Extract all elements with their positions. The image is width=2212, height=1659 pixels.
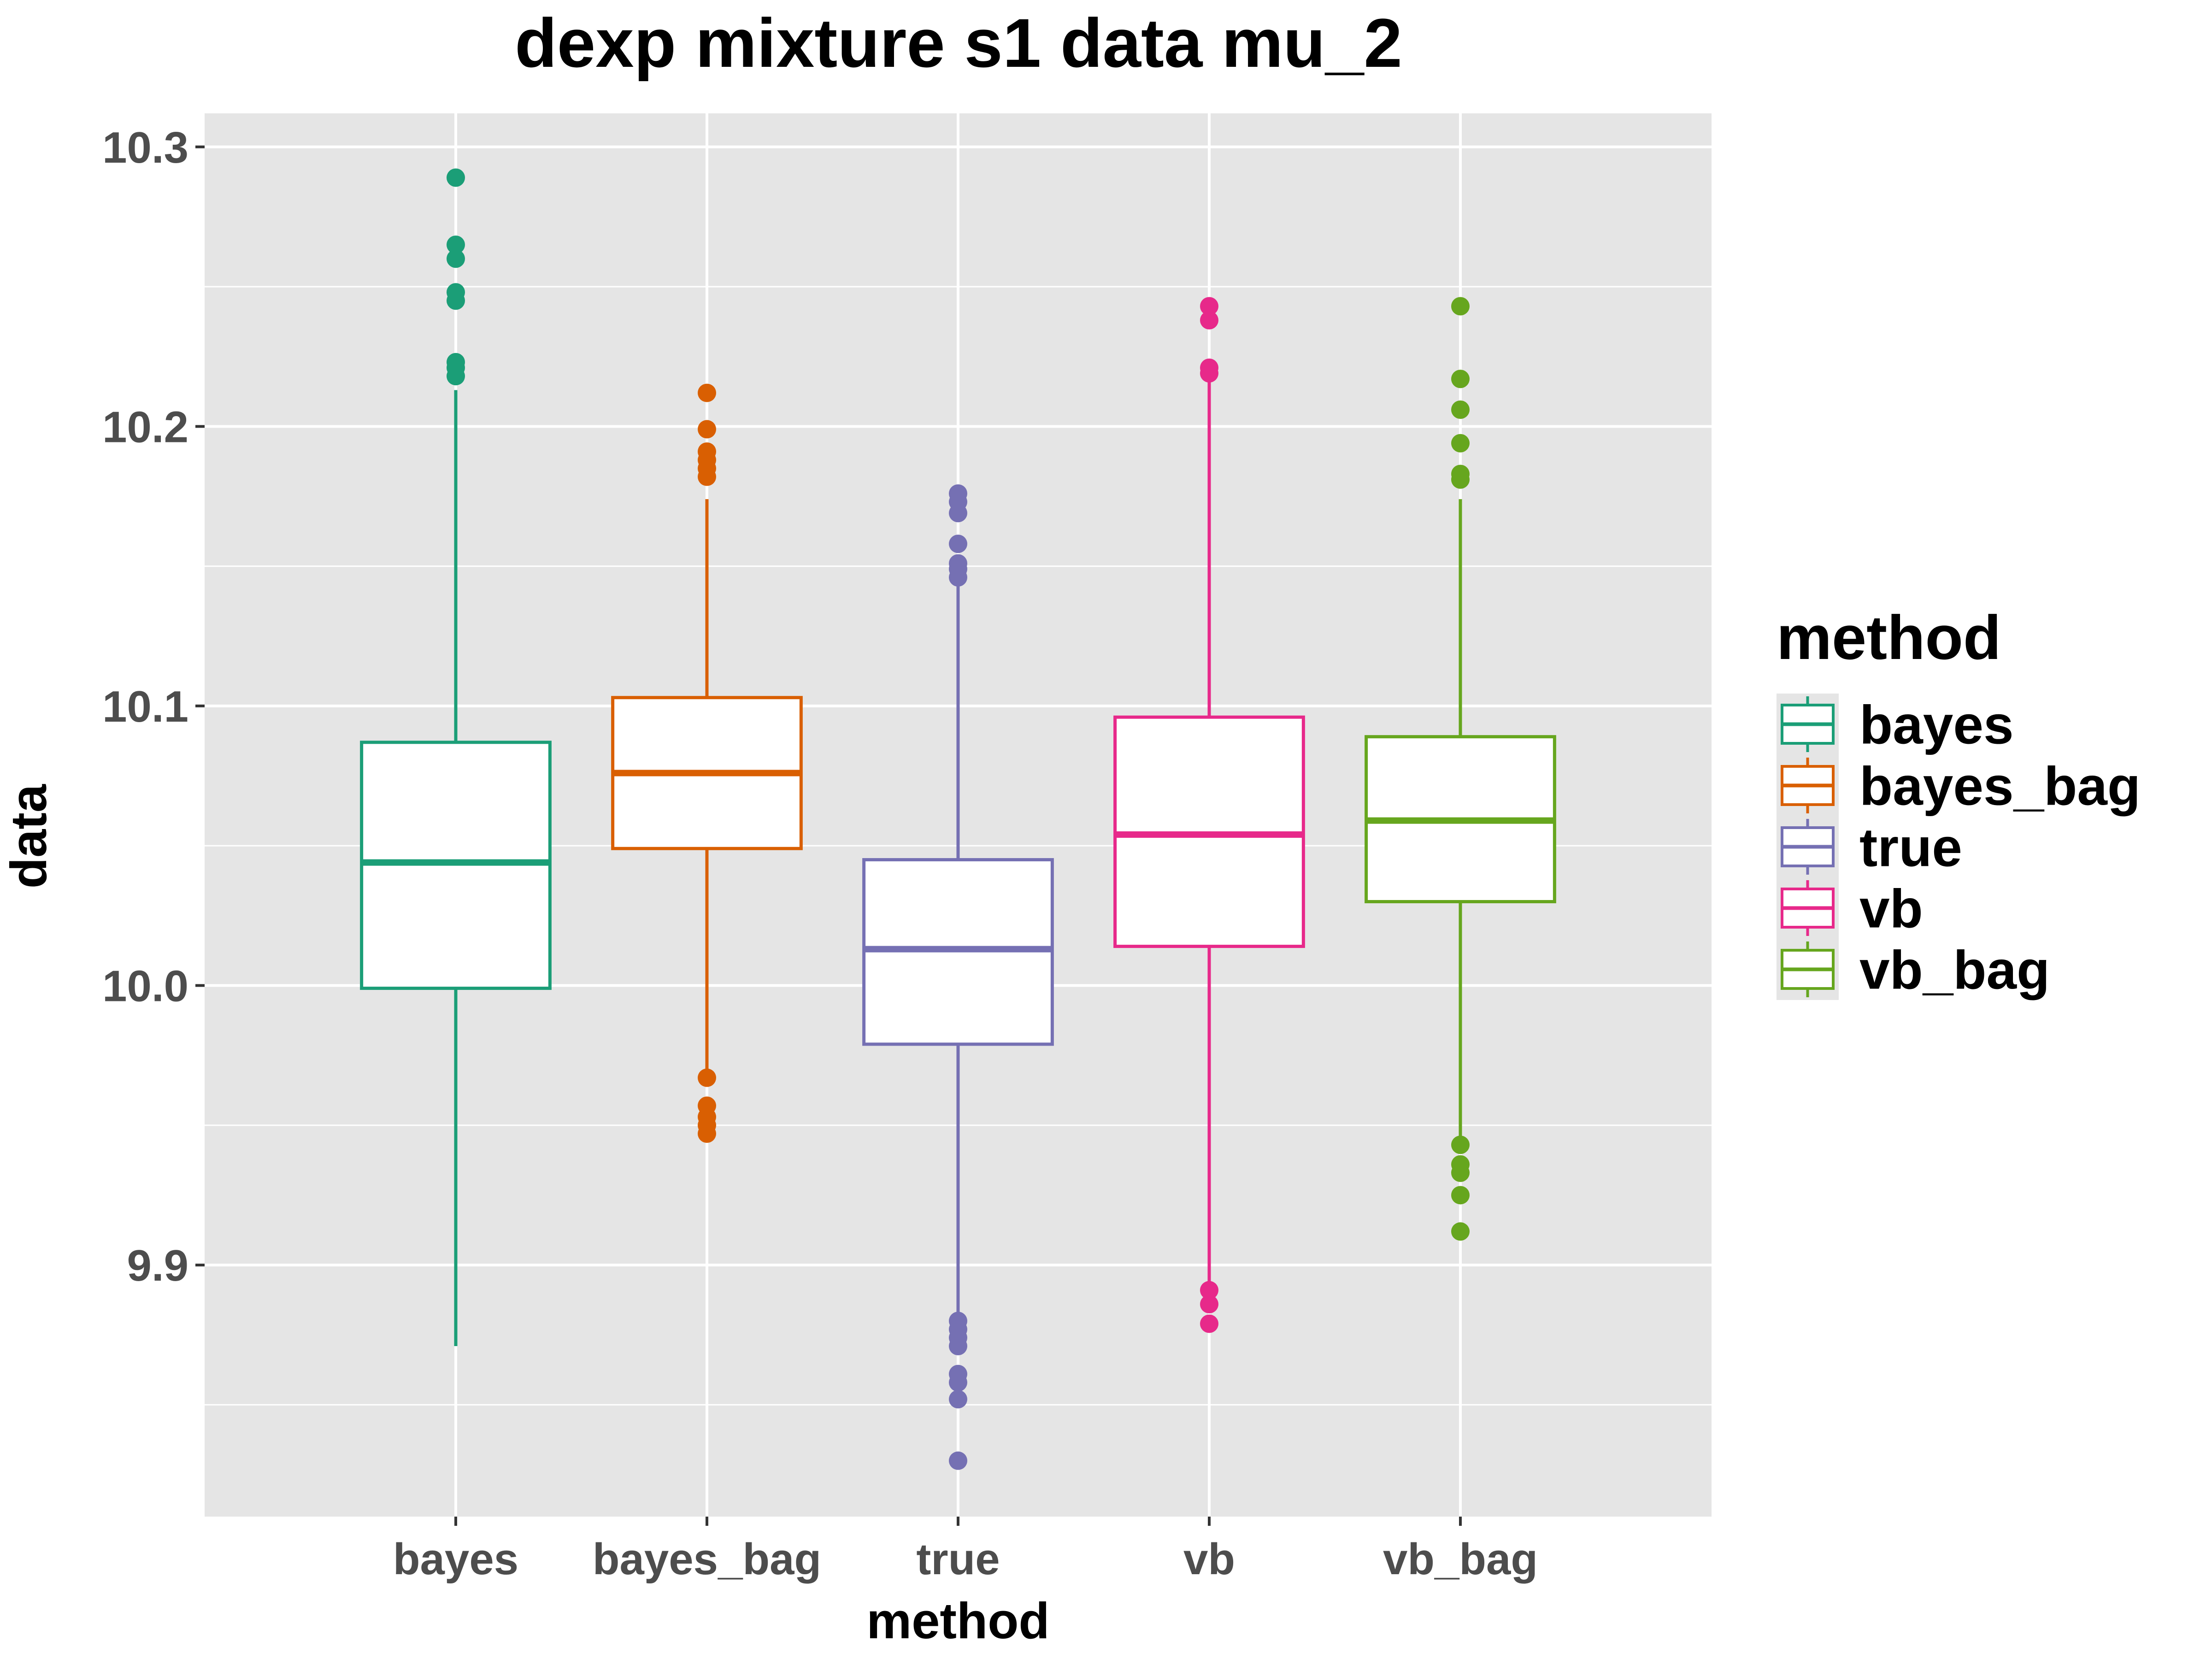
outlier-point <box>1451 297 1470 316</box>
outlier-point <box>1200 1281 1218 1300</box>
outlier-point <box>949 1390 967 1409</box>
legend-label: vb <box>1859 879 1923 940</box>
outlier-point <box>447 249 465 268</box>
outlier-point <box>949 535 967 553</box>
y-axis-ticks: 9.9 10.0 10.1 10.2 10.3 <box>102 123 205 1290</box>
outlier-point <box>447 291 465 310</box>
legend-item-vb_bag: vb_bag <box>1777 939 2050 1001</box>
outlier-point <box>1200 1314 1218 1333</box>
outlier-point <box>1451 434 1470 453</box>
legend-label: true <box>1859 818 1962 878</box>
box-bayes_bag <box>611 383 803 1143</box>
legend-label: vb_bag <box>1859 940 2050 1001</box>
box-layer <box>360 168 1556 1470</box>
legend-title: method <box>1777 603 2001 672</box>
y-tick-label: 10.0 <box>102 962 188 1011</box>
y-tick-label: 9.9 <box>127 1241 188 1290</box>
y-axis-title: data <box>0 784 57 888</box>
outlier-point <box>1451 1135 1470 1154</box>
legend-item-bayes_bag: bayes_bag <box>1777 755 2141 817</box>
box-vb <box>1113 297 1305 1333</box>
outlier-point <box>1451 1222 1470 1241</box>
outlier-point <box>698 420 716 439</box>
legend-label: bayes <box>1859 695 2014 756</box>
outlier-point <box>1200 297 1218 316</box>
outlier-point <box>447 367 465 386</box>
outlier-point <box>1451 470 1470 489</box>
outlier-point <box>949 1336 967 1355</box>
outlier-point <box>1451 1186 1470 1205</box>
outlier-point <box>698 383 716 402</box>
outlier-point <box>949 504 967 523</box>
outlier-point <box>698 1124 716 1143</box>
outlier-point <box>949 1451 967 1470</box>
outlier-point <box>1451 370 1470 388</box>
box-vb_bag <box>1365 297 1556 1241</box>
y-tick-label: 10.1 <box>102 682 188 731</box>
y-tick-label: 10.3 <box>102 123 188 172</box>
outlier-point <box>698 1068 716 1087</box>
x-tick-label: true <box>916 1535 1000 1584</box>
box-true <box>862 484 1054 1470</box>
chart-title: dexp mixture s1 data mu_2 <box>515 4 1402 82</box>
x-tick-label: bayes_bag <box>593 1535 821 1584</box>
outlier-point <box>1200 311 1218 329</box>
x-axis-title: method <box>866 1593 1049 1649</box>
x-tick-label: bayes <box>393 1535 518 1584</box>
legend-item-bayes: bayes <box>1777 694 2014 756</box>
y-tick-label: 10.2 <box>102 402 188 452</box>
x-axis-ticks: bayes bayes_bag true vb vb_bag <box>393 1517 1538 1584</box>
x-tick-label: vb_bag <box>1383 1535 1538 1584</box>
outlier-point <box>949 1373 967 1392</box>
box-bayes <box>360 168 552 1346</box>
outlier-point <box>698 467 716 486</box>
outlier-point <box>1451 400 1470 419</box>
legend-item-true: true <box>1777 816 1962 878</box>
outlier-point <box>1451 1163 1470 1182</box>
legend-label: bayes_bag <box>1859 756 2141 817</box>
outlier-point <box>1200 364 1218 383</box>
outlier-point <box>447 235 465 254</box>
outlier-point <box>1200 1295 1218 1314</box>
legend-item-vb: vb <box>1777 877 1923 940</box>
outlier-point <box>949 568 967 587</box>
outlier-point <box>447 168 465 187</box>
x-tick-label: vb <box>1183 1535 1235 1584</box>
